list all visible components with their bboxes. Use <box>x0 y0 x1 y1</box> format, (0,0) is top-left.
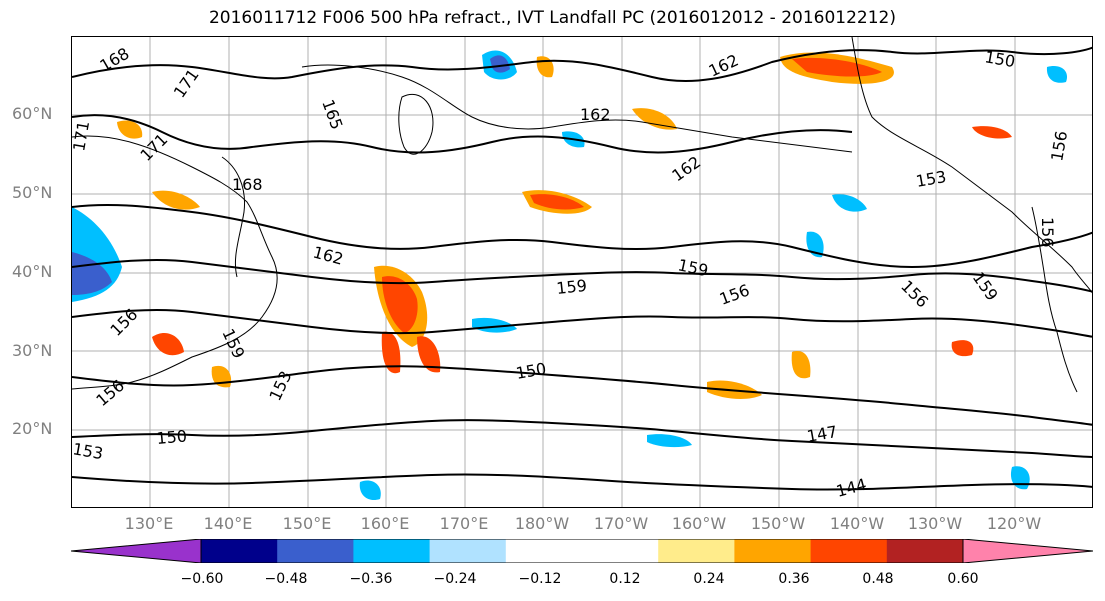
colorbar-tick-label: −0.24 <box>433 571 477 587</box>
contour-label: 153 <box>72 439 105 463</box>
contour-label: 153 <box>914 167 947 191</box>
colorbar-extend-left <box>71 539 201 563</box>
colorbar-tick-label: 0.36 <box>778 571 810 587</box>
map-canvas: 168 171 165 162 162 162 171 171 168 162 … <box>72 37 1092 507</box>
red-patch-bering <box>530 194 584 210</box>
darkblue-patch-kamchatka <box>490 55 510 73</box>
lat-label-30n: 30°N <box>12 341 53 360</box>
darkblue-patch-asia-coast <box>72 252 112 295</box>
lat-label-50n: 50°N <box>12 183 53 202</box>
colorbar-segment <box>734 539 812 563</box>
blue-patch-east-1 <box>832 194 867 212</box>
colorbar-tick-label: 0.24 <box>693 571 725 587</box>
lon-label-160e: 160°E <box>360 514 410 533</box>
contour-label: 159 <box>218 326 248 362</box>
contour-label: 156 <box>1038 217 1057 248</box>
contour-labels: 168 171 165 162 162 162 171 171 168 162 … <box>72 44 1071 501</box>
orange-patch-east-3 <box>951 340 974 357</box>
lon-label-150e: 150°E <box>282 514 332 533</box>
lat-label-60n: 60°N <box>12 104 53 123</box>
colorbar-tick-label: 0.60 <box>947 571 979 587</box>
red-patch-central <box>382 276 418 333</box>
contour-label: 171 <box>72 119 93 152</box>
lon-label-170w: 170°W <box>593 514 649 533</box>
orange-patch-nw-2 <box>152 190 200 210</box>
lon-label-130e: 130°E <box>124 514 174 533</box>
orange-patch-south-1 <box>381 331 401 374</box>
orange-patch-nw-1 <box>117 120 143 139</box>
contour-label: 165 <box>318 97 346 132</box>
red-patch-alaska <box>792 57 882 77</box>
orange-patch-pac-1 <box>632 108 677 130</box>
contour-label: 162 <box>311 243 345 269</box>
colorbar-segment <box>658 539 735 563</box>
lon-label-130w: 130°W <box>907 514 963 533</box>
contour-label: 159 <box>676 255 710 280</box>
blue-patch-ne <box>1046 66 1068 83</box>
contour-label: 162 <box>668 152 704 185</box>
contour-label: 150 <box>983 47 1016 71</box>
blue-patch-south-1 <box>647 434 692 448</box>
colorbar-segment <box>505 539 583 563</box>
colorbar-tick-label: −0.12 <box>518 571 562 587</box>
orange-patch-east-2 <box>791 351 811 379</box>
map-panel: 168 171 165 162 162 162 171 171 168 162 … <box>71 36 1093 508</box>
lon-label-170e: 170°E <box>439 514 489 533</box>
orange-patch-pac-2 <box>536 56 554 78</box>
contour-label: 153 <box>265 368 295 404</box>
lat-label-40n: 40°N <box>12 262 53 281</box>
blue-patch-south-2 <box>359 480 381 501</box>
lon-label-140e: 140°E <box>203 514 253 533</box>
colorbar-segment <box>429 539 507 563</box>
colorbar-segment <box>353 539 431 563</box>
colorbar-segments <box>71 539 1093 563</box>
contour-label: 162 <box>580 105 611 124</box>
contour-label: 156 <box>1047 129 1071 162</box>
lon-label-180w: 180°W <box>514 514 570 533</box>
colorbar-segment <box>810 539 888 563</box>
coastlines <box>72 37 1092 393</box>
lat-label-20n: 20°N <box>12 419 53 438</box>
lon-label-150w: 150°W <box>750 514 806 533</box>
contour-label: 150 <box>156 426 188 448</box>
colorbar-extend-right <box>963 539 1093 563</box>
colorbar-tick-label: −0.48 <box>264 571 308 587</box>
blue-patch-small-1 <box>472 317 517 333</box>
contour-label: 156 <box>897 276 932 311</box>
colorbar-tick-label: 0.48 <box>862 571 894 587</box>
lon-label-160w: 160°W <box>671 514 727 533</box>
colorbar-tick-label: 0.12 <box>609 571 641 587</box>
contour-label: 168 <box>232 175 263 194</box>
map-title: 2016011712 F006 500 hPa refract., IVT La… <box>208 8 896 28</box>
colorbar-tick-label: −0.60 <box>180 571 224 587</box>
colorbar-segment <box>201 539 278 563</box>
blue-patch-south-east <box>1010 466 1030 490</box>
colorbar-tick-label: −0.36 <box>349 571 393 587</box>
contour-lines <box>72 46 1092 491</box>
lon-label-140w: 140°W <box>829 514 885 533</box>
contour-label: 144 <box>834 475 868 501</box>
contour-label: 171 <box>170 65 203 101</box>
colorbar <box>71 539 1093 563</box>
red-patch-japan <box>152 332 184 356</box>
lon-label-120w: 120°W <box>986 514 1042 533</box>
colorbar-segment <box>886 539 964 563</box>
contour-label: 156 <box>717 280 752 308</box>
contour-label: 159 <box>555 276 587 298</box>
orange-patch-south-2 <box>417 336 441 373</box>
orange-patch-ne <box>972 126 1012 139</box>
colorbar-segment <box>277 539 354 563</box>
colorbar-segment <box>582 539 659 563</box>
